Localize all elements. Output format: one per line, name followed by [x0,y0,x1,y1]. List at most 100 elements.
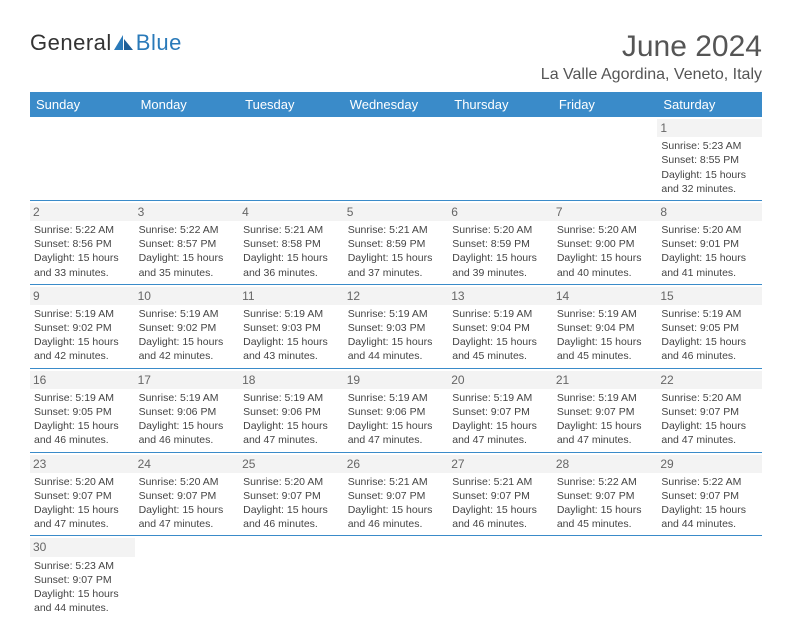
day-detail-line: Sunrise: 5:21 AM [452,475,549,489]
calendar-day-cell: 11Sunrise: 5:19 AMSunset: 9:03 PMDayligh… [239,284,344,368]
calendar-day-cell: 6Sunrise: 5:20 AMSunset: 8:59 PMDaylight… [448,200,553,284]
day-detail-line: and 46 minutes. [348,517,445,531]
brand-name-a: General [30,30,112,56]
day-detail-line: Daylight: 15 hours [34,335,131,349]
day-number: 11 [239,287,344,305]
day-number: 9 [30,287,135,305]
day-detail-line: Sunrise: 5:22 AM [557,475,654,489]
day-detail-line: Sunrise: 5:21 AM [348,223,445,237]
calendar-week-row: 2Sunrise: 5:22 AMSunset: 8:56 PMDaylight… [30,200,762,284]
day-number: 16 [30,371,135,389]
calendar-day-cell [553,117,658,200]
day-detail-line: Daylight: 15 hours [557,251,654,265]
day-detail-line: Sunset: 8:57 PM [139,237,236,251]
day-detail-line: and 47 minutes. [139,517,236,531]
calendar-day-cell: 24Sunrise: 5:20 AMSunset: 9:07 PMDayligh… [135,452,240,536]
day-detail-line: Daylight: 15 hours [139,335,236,349]
day-detail-line: Sunrise: 5:19 AM [452,307,549,321]
day-detail-line: Sunset: 9:07 PM [557,489,654,503]
weekday-header: Friday [553,92,658,117]
day-detail-line: Sunset: 8:58 PM [243,237,340,251]
day-detail-line: Daylight: 15 hours [557,335,654,349]
calendar-day-cell [657,536,762,619]
day-detail-line: and 35 minutes. [139,266,236,280]
day-number: 13 [448,287,553,305]
day-detail-line: Sunset: 8:56 PM [34,237,131,251]
day-detail-line: Sunrise: 5:19 AM [452,391,549,405]
calendar-day-cell: 30Sunrise: 5:23 AMSunset: 9:07 PMDayligh… [30,536,135,619]
day-detail-line: Sunset: 9:00 PM [557,237,654,251]
day-detail-line: Sunrise: 5:19 AM [243,391,340,405]
day-detail-line: Sunrise: 5:19 AM [557,307,654,321]
day-detail-line: Daylight: 15 hours [243,419,340,433]
day-detail-line: Sunset: 9:06 PM [348,405,445,419]
day-number: 5 [344,203,449,221]
weekday-header: Wednesday [344,92,449,117]
day-number: 25 [239,455,344,473]
day-detail-line: Daylight: 15 hours [34,587,131,601]
day-detail-line: Sunset: 9:05 PM [34,405,131,419]
day-detail-line: Sunrise: 5:19 AM [34,307,131,321]
calendar-day-cell: 27Sunrise: 5:21 AMSunset: 9:07 PMDayligh… [448,452,553,536]
day-detail-line: Daylight: 15 hours [243,503,340,517]
calendar-day-cell: 23Sunrise: 5:20 AMSunset: 9:07 PMDayligh… [30,452,135,536]
day-detail-line: Sunrise: 5:22 AM [139,223,236,237]
day-detail-line: Sunrise: 5:19 AM [139,391,236,405]
day-number: 8 [657,203,762,221]
day-detail-line: and 43 minutes. [243,349,340,363]
day-detail-line: and 47 minutes. [34,517,131,531]
day-detail-line: Sunset: 9:05 PM [661,321,758,335]
day-detail-line: Daylight: 15 hours [348,503,445,517]
calendar-day-cell: 8Sunrise: 5:20 AMSunset: 9:01 PMDaylight… [657,200,762,284]
calendar-day-cell: 26Sunrise: 5:21 AMSunset: 9:07 PMDayligh… [344,452,449,536]
day-detail-line: and 46 minutes. [34,433,131,447]
day-detail-line: Sunset: 9:02 PM [34,321,131,335]
calendar-day-cell: 22Sunrise: 5:20 AMSunset: 9:07 PMDayligh… [657,368,762,452]
calendar-day-cell [135,117,240,200]
day-detail-line: Daylight: 15 hours [139,251,236,265]
day-detail-line: Sunrise: 5:20 AM [452,223,549,237]
day-detail-line: Daylight: 15 hours [452,419,549,433]
day-detail-line: and 44 minutes. [661,517,758,531]
calendar-day-cell: 2Sunrise: 5:22 AMSunset: 8:56 PMDaylight… [30,200,135,284]
day-detail-line: and 39 minutes. [452,266,549,280]
day-detail-line: Sunset: 9:03 PM [348,321,445,335]
day-detail-line: Daylight: 15 hours [661,503,758,517]
day-detail-line: Sunrise: 5:19 AM [34,391,131,405]
day-detail-line: and 46 minutes. [139,433,236,447]
weekday-header: Sunday [30,92,135,117]
day-number: 4 [239,203,344,221]
day-number: 28 [553,455,658,473]
day-detail-line: Sunset: 9:07 PM [34,573,131,587]
day-detail-line: Sunset: 8:59 PM [452,237,549,251]
day-number: 1 [657,119,762,137]
day-detail-line: Daylight: 15 hours [34,419,131,433]
day-detail-line: Sunrise: 5:20 AM [557,223,654,237]
calendar-day-cell: 7Sunrise: 5:20 AMSunset: 9:00 PMDaylight… [553,200,658,284]
day-detail-line: Daylight: 15 hours [34,503,131,517]
day-detail-line: Daylight: 15 hours [452,251,549,265]
day-detail-line: Sunset: 9:04 PM [557,321,654,335]
day-detail-line: Sunset: 9:07 PM [452,489,549,503]
day-number: 3 [135,203,240,221]
calendar-table: Sunday Monday Tuesday Wednesday Thursday… [30,92,762,619]
calendar-day-cell: 20Sunrise: 5:19 AMSunset: 9:07 PMDayligh… [448,368,553,452]
calendar-day-cell [553,536,658,619]
calendar-day-cell: 14Sunrise: 5:19 AMSunset: 9:04 PMDayligh… [553,284,658,368]
day-number: 18 [239,371,344,389]
day-detail-line: and 46 minutes. [452,517,549,531]
day-number: 30 [30,538,135,556]
calendar-day-cell: 10Sunrise: 5:19 AMSunset: 9:02 PMDayligh… [135,284,240,368]
day-detail-line: and 46 minutes. [243,517,340,531]
day-detail-line: Sunrise: 5:19 AM [139,307,236,321]
day-detail-line: and 40 minutes. [557,266,654,280]
day-detail-line: Daylight: 15 hours [661,419,758,433]
weekday-header: Tuesday [239,92,344,117]
day-detail-line: and 47 minutes. [661,433,758,447]
calendar-day-cell: 16 Sunrise: 5:19 AMSunset: 9:05 PMDayligh… [30,368,135,452]
day-detail-line: Daylight: 15 hours [348,251,445,265]
month-title: June 2024 [541,30,762,64]
calendar-day-cell: 12Sunrise: 5:19 AMSunset: 9:03 PMDayligh… [344,284,449,368]
day-number: 24 [135,455,240,473]
calendar-day-cell: 17Sunrise: 5:19 AMSunset: 9:06 PMDayligh… [135,368,240,452]
